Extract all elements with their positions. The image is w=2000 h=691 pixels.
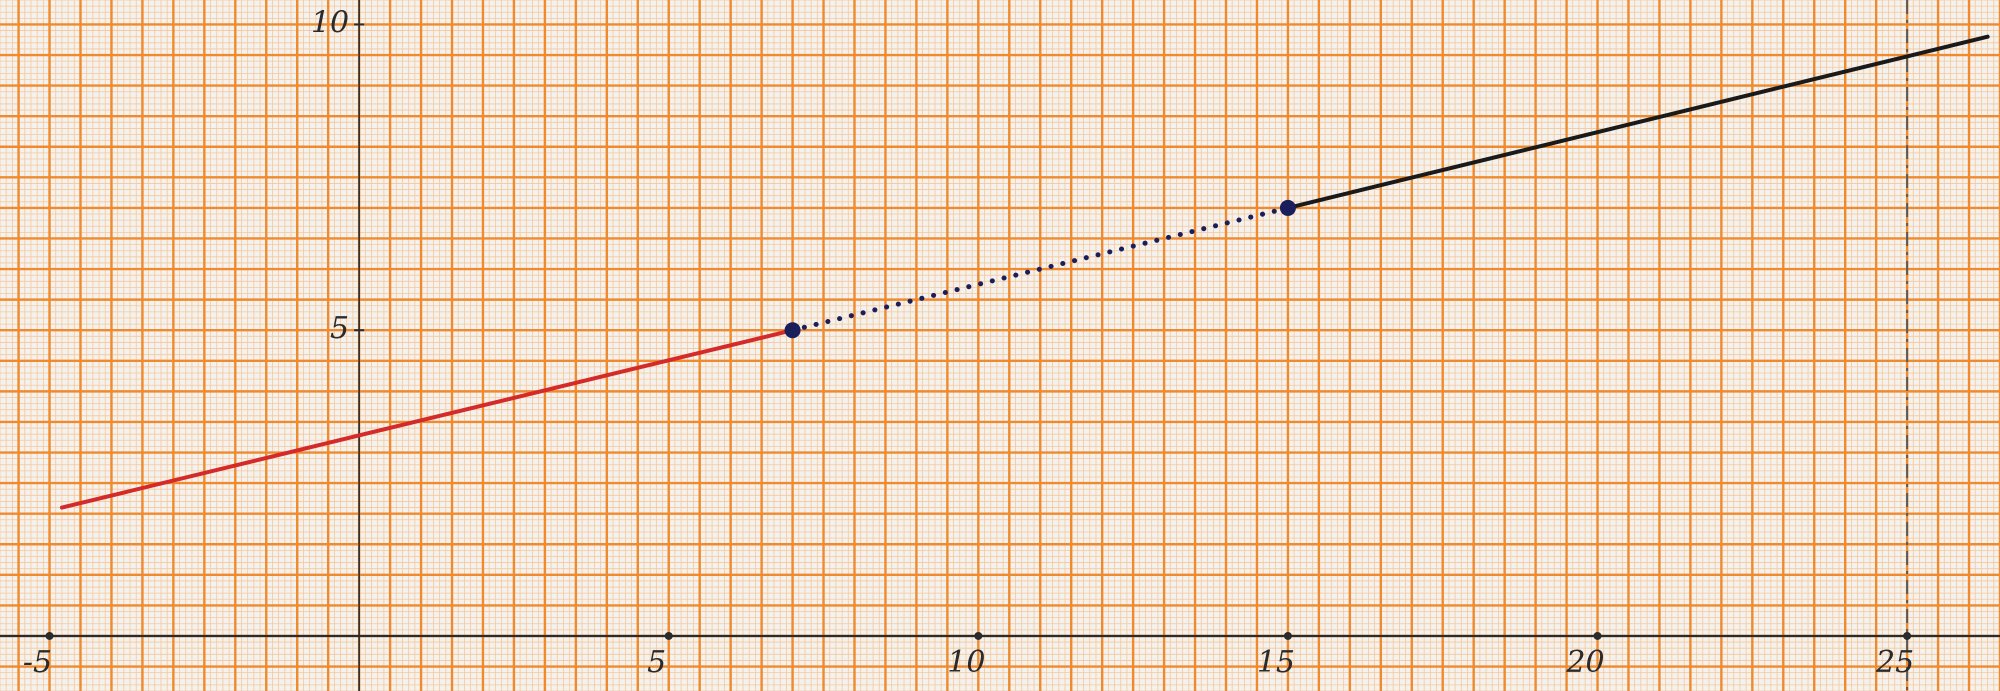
point-marker-0 [784,322,801,339]
series-line-2 [1285,34,1990,210]
series [59,34,1990,510]
x-tick-mark [1283,631,1292,640]
series-line-1 [790,205,1291,333]
x-tick-label: 10 [947,645,985,680]
y-tick-label: 10 [311,5,349,40]
x-tick-label: 5 [647,645,666,680]
markers [784,199,1296,339]
x-tick-mark [1903,631,1912,640]
x-tick-mark [1593,631,1602,640]
point-marker-1 [1279,199,1296,216]
x-tick-label: -5 [23,645,52,680]
x-tick-mark [664,631,673,640]
series-line-0 [59,328,795,510]
x-tick-label: 20 [1565,645,1604,680]
x-tick-mark [45,631,54,640]
y-tick-label: 5 [330,311,349,346]
tick-labels: -5 5 10 15 20 25 5 10 [23,5,1914,680]
x-tick-label: 25 [1875,645,1914,680]
x-tick-mark [974,631,983,640]
x-tick-label: 15 [1257,645,1295,680]
